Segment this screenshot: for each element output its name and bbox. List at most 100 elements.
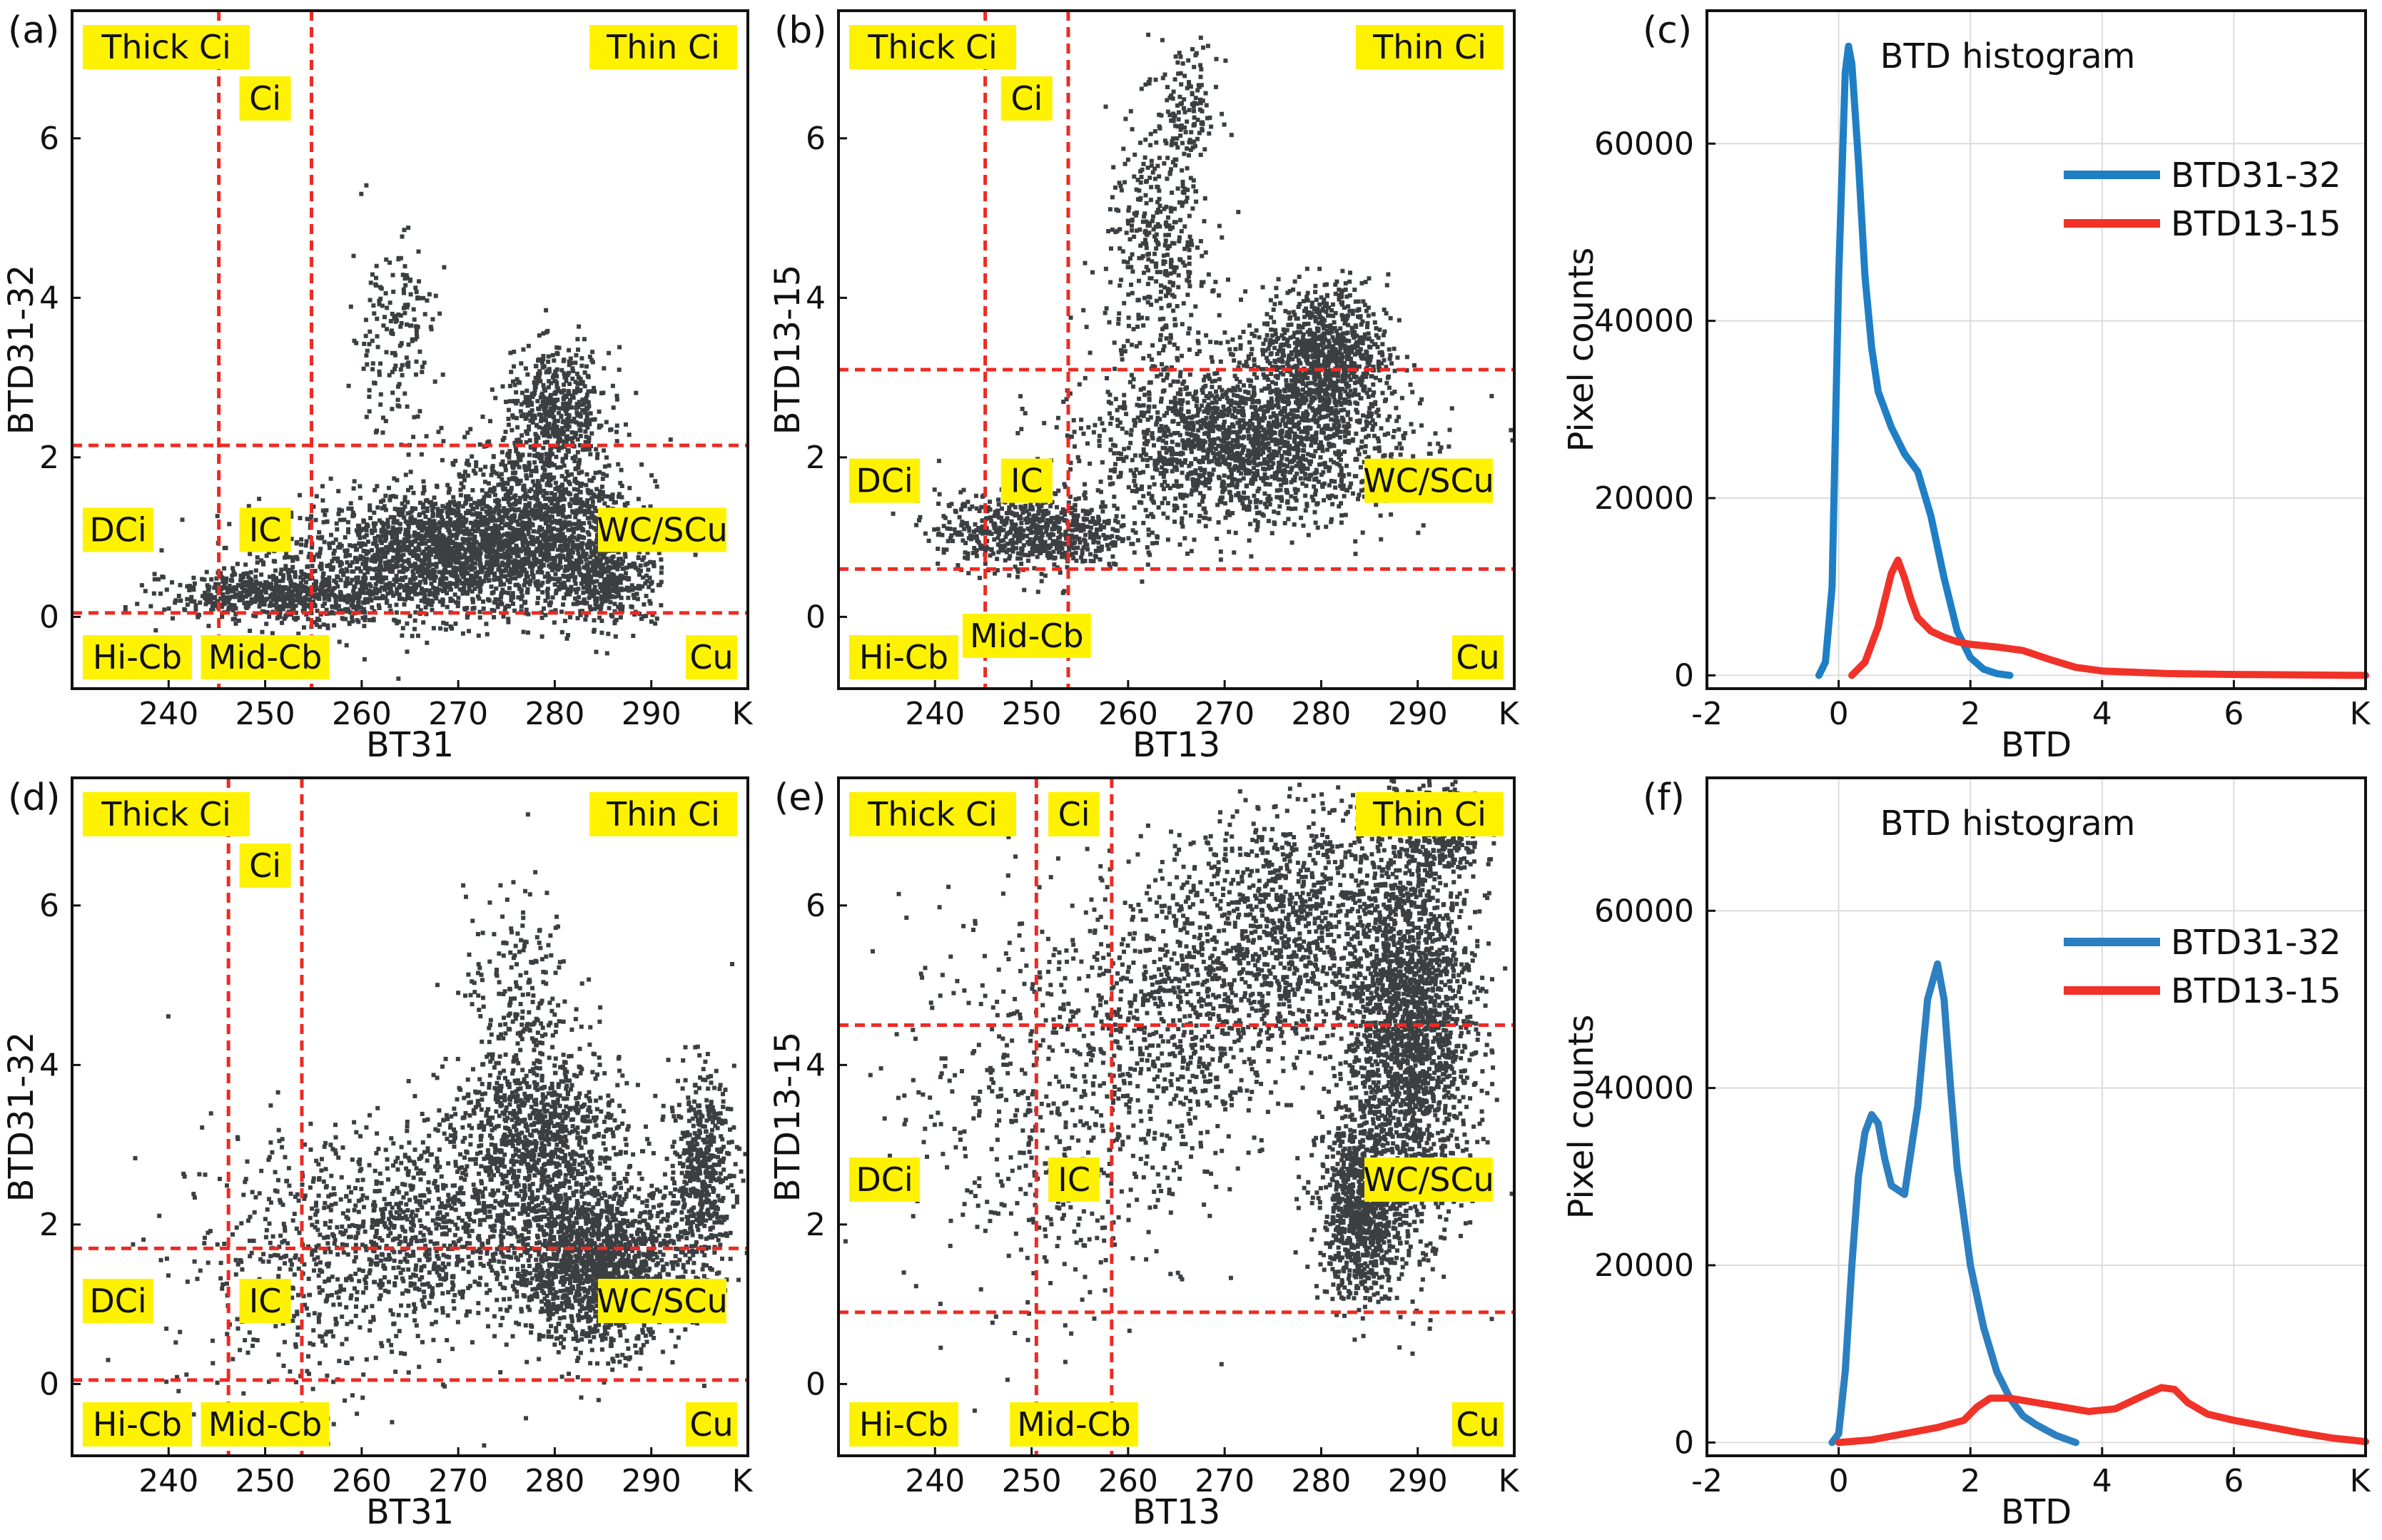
region-label: Thin Ci	[589, 792, 737, 836]
x-tick-label: 290	[1388, 696, 1448, 732]
y-tick-label: 0	[1674, 657, 1694, 694]
region-label: Mid-Cb	[1010, 1402, 1139, 1447]
pixel-cloud	[891, 32, 1514, 595]
legend-label: BTD13-15	[2171, 971, 2341, 1011]
panel-a: (a) Thick Ci Ci Thin Ci DCi IC WC/SCu Hi-Cb Mid-…	[1, 9, 754, 765]
y-tick-label: 4	[39, 1047, 59, 1083]
region-label: Hi-Cb	[83, 635, 192, 679]
region-label-bg	[598, 507, 726, 552]
pixel-points	[106, 812, 748, 1456]
y-tick-label: 40000	[1594, 1070, 1694, 1107]
region-label: Cu	[686, 635, 737, 679]
region-label: Ci	[1000, 76, 1053, 121]
region-label-bg	[239, 76, 291, 121]
region-label-bg	[83, 1279, 153, 1323]
region-label-text: Mid-Cb	[208, 1405, 323, 1444]
y-tick-label: 2	[806, 440, 826, 476]
region-label-text: DCi	[856, 462, 913, 500]
chart-title: BTD histogram	[1880, 804, 2136, 844]
y-tick-label: 2	[806, 1207, 826, 1243]
y-tick-label: 4	[806, 280, 826, 316]
y-tick-label: 40000	[1594, 303, 1694, 340]
y-tick-label: 6	[39, 888, 59, 924]
region-label-bg	[589, 25, 737, 69]
region-label-text: IC	[249, 1282, 282, 1320]
region-label: Mid-Cb	[201, 635, 330, 679]
region-label-text: WC/SCu	[1363, 1160, 1494, 1199]
region-label-text: WC/SCu	[597, 510, 728, 549]
y-tick-label: 20000	[1594, 480, 1694, 517]
x-unit-label: K	[732, 696, 754, 732]
x-axis-label: BTD	[2001, 1492, 2072, 1532]
panel-d: (d) Thick Ci Ci Thin Ci DCi IC WC/SCu Hi-Cb Mid-…	[1, 776, 754, 1532]
region-label-bg	[1010, 1402, 1139, 1447]
region-label: WC/SCu	[1363, 1157, 1494, 1202]
region-label-text: Thin Ci	[1372, 795, 1486, 834]
y-tick-label: 2	[39, 1207, 59, 1243]
region-label-bg	[1048, 792, 1100, 836]
region-label: Ci	[1048, 792, 1100, 836]
x-tick-label: 250	[1002, 1463, 1062, 1499]
y-axis-label: Pixel counts	[1561, 248, 1601, 452]
plot-frame	[71, 9, 749, 690]
region-label: WC/SCu	[597, 507, 728, 552]
x-tick-label: 280	[1291, 1463, 1351, 1499]
y-tick-label: 0	[1674, 1424, 1694, 1461]
region-label-text: Hi-Cb	[859, 638, 948, 677]
region-label: Cu	[1452, 1402, 1504, 1447]
region-label-text: IC	[249, 510, 282, 549]
region-label-text: Thick Ci	[101, 795, 230, 834]
region-label-bg	[1356, 792, 1504, 836]
panel-label: (e)	[774, 776, 826, 819]
x-unit-label: K	[2350, 696, 2371, 732]
region-label-text: Hi-Cb	[93, 638, 182, 677]
region-label: Mid-Cb	[201, 1402, 330, 1447]
y-axis-label: BTD31-32	[1, 1032, 41, 1202]
x-tick-label: 240	[905, 696, 965, 732]
plot-frame	[1706, 776, 2367, 1457]
panel-b: (b) Thick Ci Ci Thin Ci DCi IC WC/SCu Hi-Cb Mid-…	[768, 9, 1520, 765]
region-label-text: DCi	[89, 1282, 146, 1320]
y-tick-label: 20000	[1594, 1247, 1694, 1284]
region-label-text: Ci	[1010, 79, 1043, 118]
plot-frame	[837, 9, 1516, 690]
x-tick-label: 240	[138, 1463, 198, 1499]
x-tick-label: 280	[524, 696, 584, 732]
pixel-cloud	[123, 183, 698, 681]
region-label-text: Ci	[249, 846, 281, 885]
x-unit-label: K	[1499, 696, 1520, 732]
y-tick-label: 0	[39, 599, 59, 635]
region-label-text: DCi	[89, 510, 146, 549]
x-axis-label: BTD	[2001, 725, 2072, 765]
x-tick-label: 260	[1098, 696, 1158, 732]
region-label-text: WC/SCu	[597, 1282, 728, 1320]
x-unit-label: K	[1499, 1463, 1520, 1499]
x-tick-label: 240	[905, 1463, 965, 1499]
y-axis-label: BTD13-15	[768, 265, 808, 435]
x-tick-label: -2	[1691, 696, 1723, 732]
region-label: Cu	[686, 1402, 737, 1447]
region-label-bg	[849, 635, 958, 679]
region-label: Thin Ci	[1356, 25, 1504, 69]
pixel-points	[891, 32, 1514, 595]
region-label-text: IC	[1058, 1160, 1090, 1199]
region-label-bg	[686, 1402, 737, 1447]
x-tick-label: 250	[1002, 696, 1062, 732]
region-label: IC	[1000, 458, 1053, 503]
region-label: IC	[1048, 1157, 1100, 1202]
region-label: IC	[239, 507, 291, 552]
x-tick-label: 6	[2224, 696, 2244, 732]
region-label: DCi	[849, 1157, 920, 1202]
region-label: Thin Ci	[589, 25, 737, 69]
region-label-bg	[1364, 458, 1493, 503]
x-tick-label: 250	[235, 1463, 295, 1499]
region-label-text: Hi-Cb	[859, 1405, 948, 1444]
region-label-text: Thick Ci	[867, 795, 997, 834]
panel-label: (c)	[1643, 9, 1692, 52]
region-label-bg	[849, 458, 920, 503]
legend-label: BTD13-15	[2171, 204, 2341, 244]
series-line-btd13-15	[1848, 556, 2369, 679]
x-tick-label: 250	[235, 696, 295, 732]
region-label-text: WC/SCu	[1363, 462, 1494, 500]
region-label: Hi-Cb	[849, 1402, 958, 1447]
